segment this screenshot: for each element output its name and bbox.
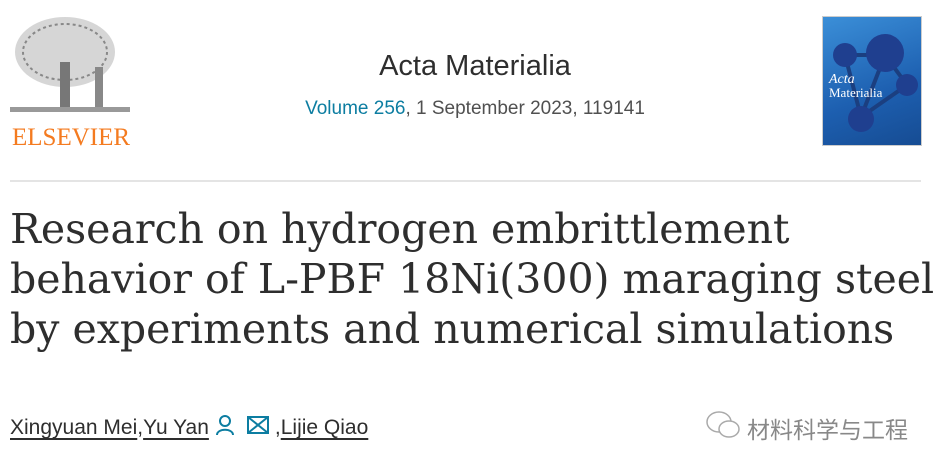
author-link[interactable]: Xingyuan Mei <box>10 416 138 439</box>
issue-details: , 1 September 2023, 119141 <box>405 98 645 119</box>
author-link[interactable]: Yu Yan <box>143 416 209 439</box>
author-list: Xingyuan Mei, Yu Yan , Lijie Qiao <box>10 414 368 442</box>
separator: , <box>137 416 144 439</box>
watermark-text: 材料科学与工程 <box>747 417 908 443</box>
separator: , <box>274 416 281 439</box>
envelope-icon[interactable] <box>246 416 269 440</box>
journal-cover-image[interactable]: Acta Materialia <box>822 16 922 146</box>
elsevier-logo[interactable]: ELSEVIER <box>10 12 130 152</box>
elsevier-wordmark: ELSEVIER <box>12 124 131 151</box>
header-divider <box>10 180 921 182</box>
watermark: 材料科学与工程 <box>705 410 908 446</box>
wechat-icon <box>705 410 741 446</box>
author-link[interactable]: Lijie Qiao <box>280 416 369 439</box>
article-title: Research on hydrogen embrittlement behav… <box>10 205 935 353</box>
journal-title[interactable]: Acta Materialia <box>379 50 571 82</box>
svg-text:Acta: Acta <box>828 72 855 87</box>
svg-text:Materialia: Materialia <box>829 85 883 100</box>
tree-icon <box>10 17 130 112</box>
cover-molecule-icon: Acta Materialia <box>828 34 918 132</box>
person-icon[interactable] <box>215 414 235 442</box>
volume-link[interactable]: Volume 256 <box>305 98 406 119</box>
volume-info: Volume 256, 1 September 2023, 119141 <box>250 98 700 120</box>
